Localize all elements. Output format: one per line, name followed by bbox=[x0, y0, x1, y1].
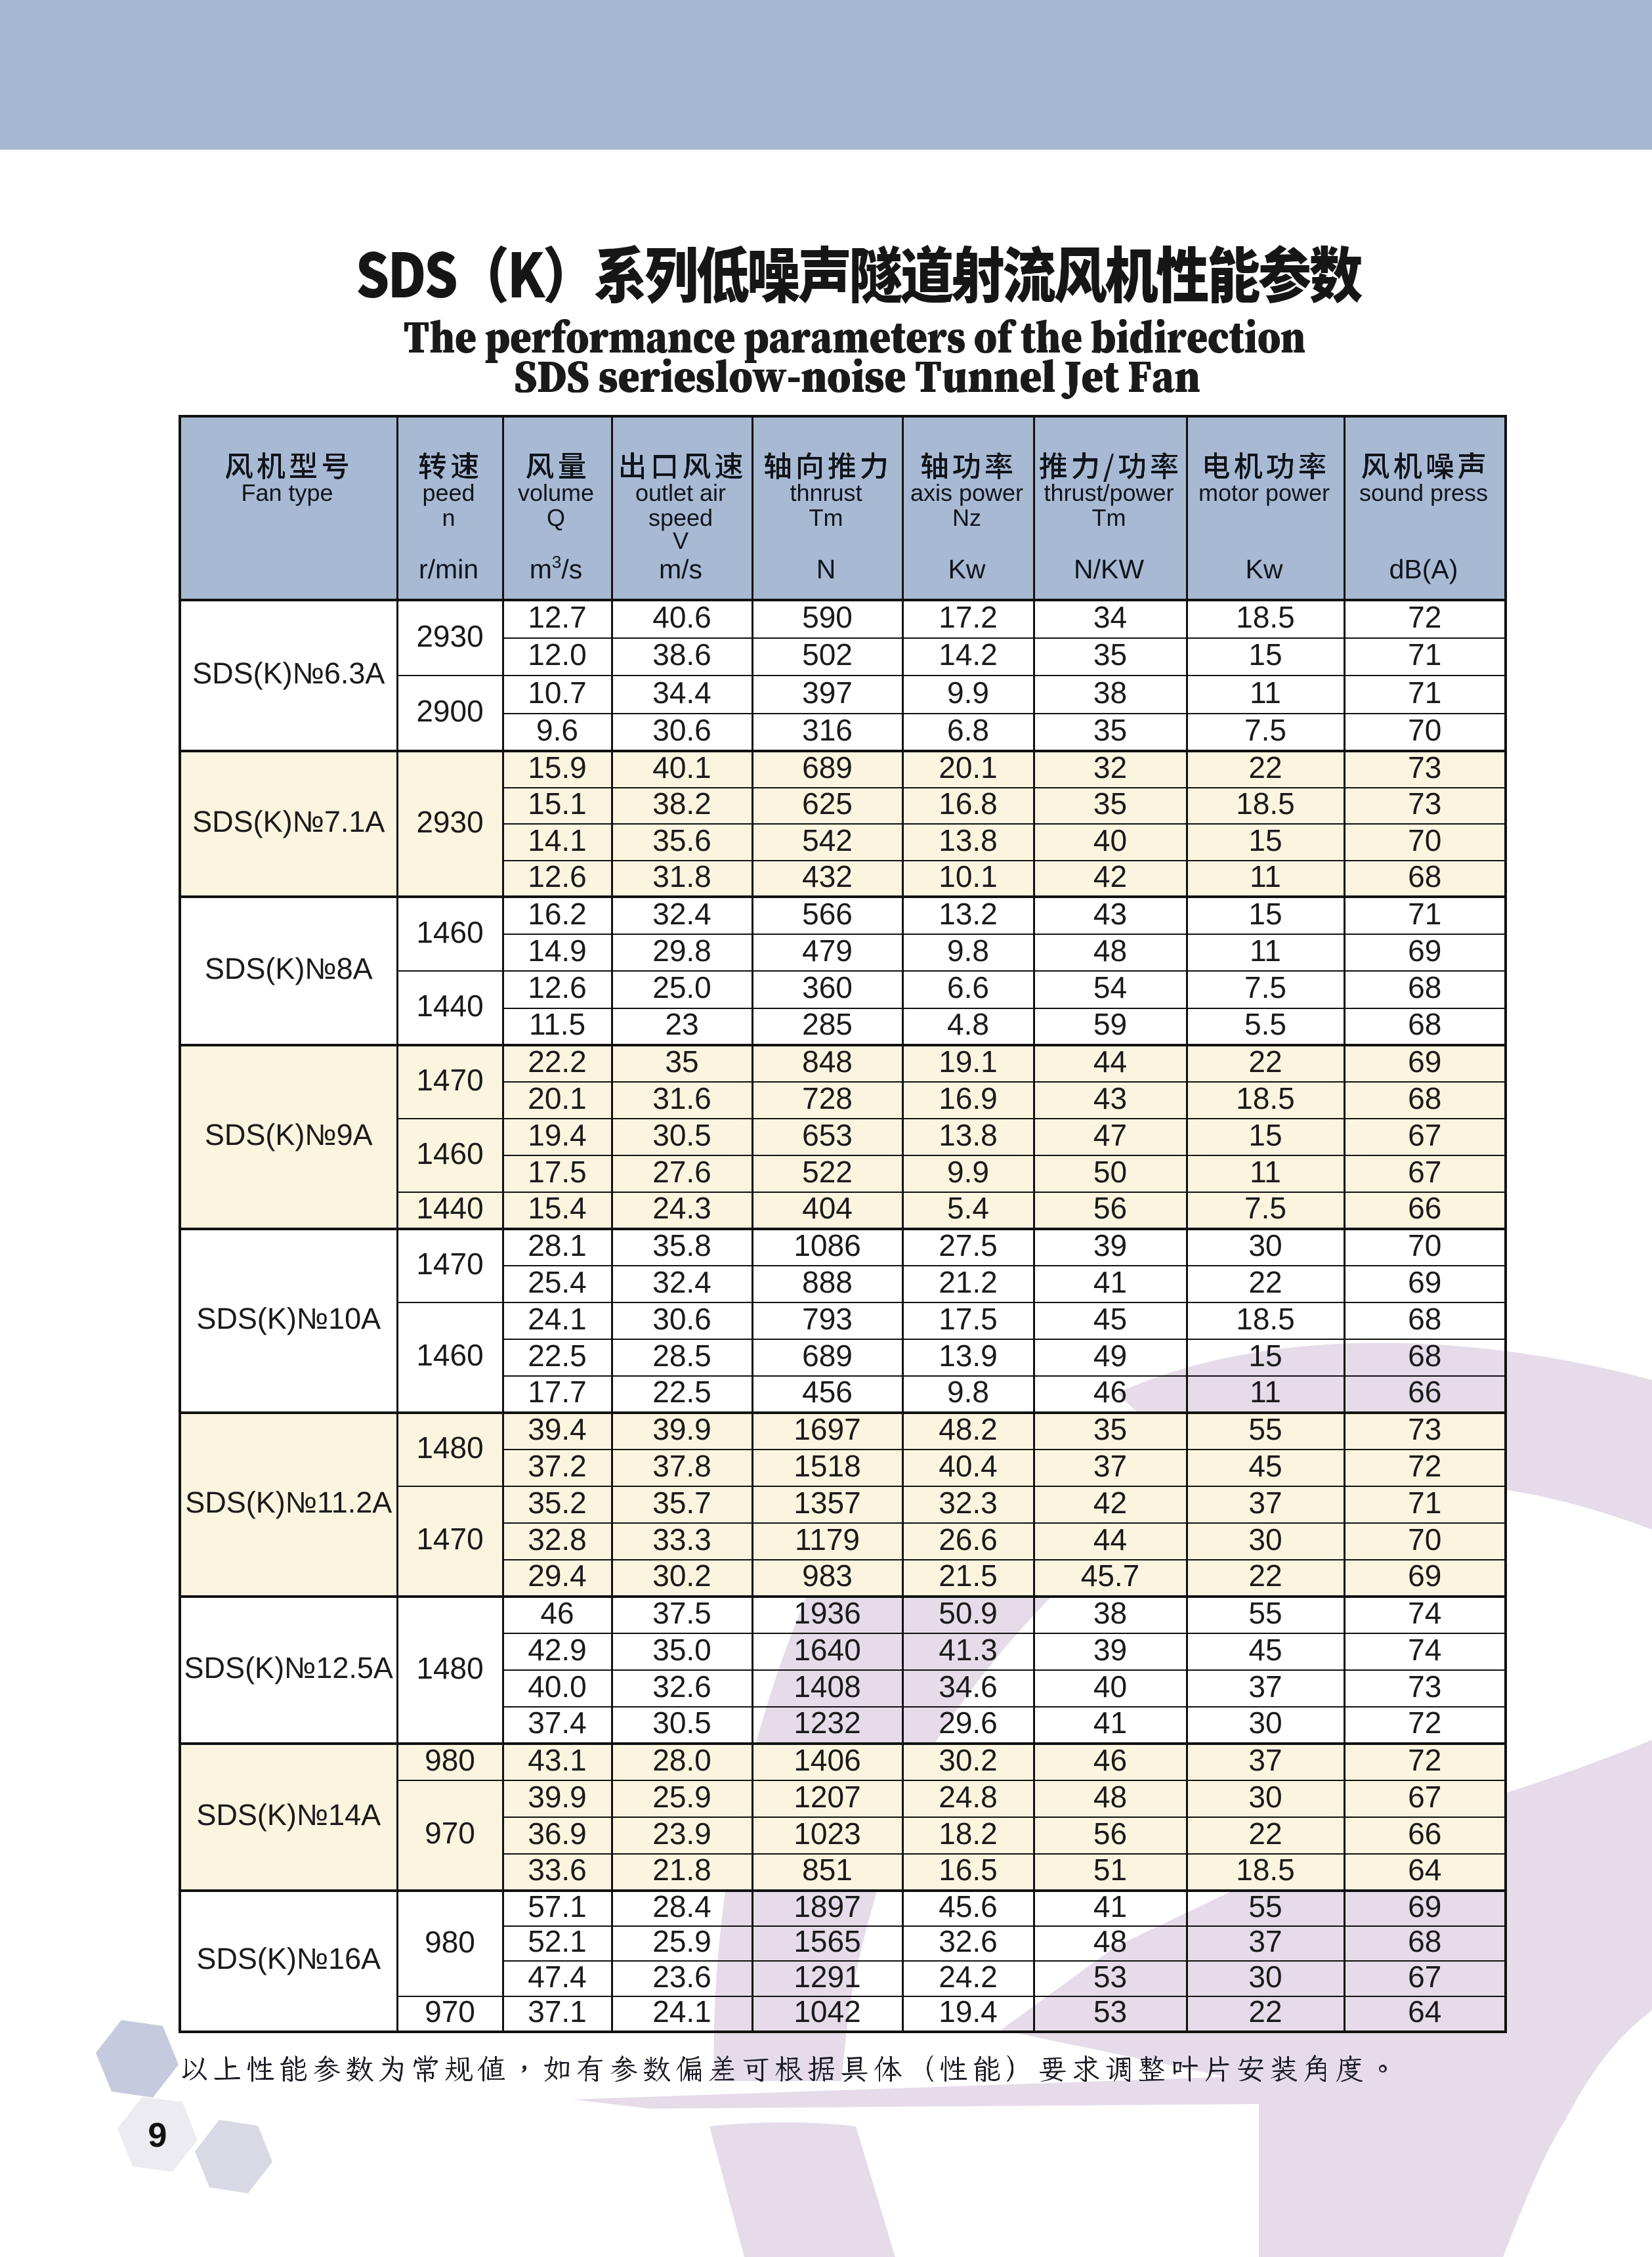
svg-text:Tm: Tm bbox=[1092, 504, 1126, 531]
svg-text:Fan type: Fan type bbox=[241, 479, 333, 506]
svg-text:N: N bbox=[816, 554, 836, 584]
svg-text:dB(A): dB(A) bbox=[1389, 554, 1458, 584]
svg-text:r/min: r/min bbox=[419, 554, 478, 584]
svg-text:thrust/power: thrust/power bbox=[1044, 479, 1174, 506]
svg-text:9: 9 bbox=[148, 2117, 167, 2155]
svg-text:speed: speed bbox=[648, 504, 713, 531]
svg-text:thnrust: thnrust bbox=[790, 479, 862, 506]
svg-text:n: n bbox=[442, 504, 455, 531]
svg-text:peed: peed bbox=[422, 479, 475, 506]
svg-text:Kw: Kw bbox=[1246, 554, 1283, 584]
svg-text:motor power: motor power bbox=[1198, 479, 1330, 506]
svg-text:m3/s: m3/s bbox=[530, 552, 583, 584]
svg-text:m/s: m/s bbox=[659, 554, 702, 584]
svg-text:volume: volume bbox=[518, 479, 594, 506]
svg-text:Q: Q bbox=[547, 504, 565, 531]
svg-text:V: V bbox=[673, 527, 688, 554]
svg-text:sound press: sound press bbox=[1359, 479, 1488, 506]
svg-text:Nz: Nz bbox=[952, 504, 981, 531]
svg-text:outlet air: outlet air bbox=[635, 479, 726, 506]
svg-text:Kw: Kw bbox=[948, 554, 986, 584]
svg-text:N/KW: N/KW bbox=[1074, 554, 1144, 584]
svg-text:axis power: axis power bbox=[910, 479, 1023, 506]
svg-text:Tm: Tm bbox=[809, 504, 843, 531]
